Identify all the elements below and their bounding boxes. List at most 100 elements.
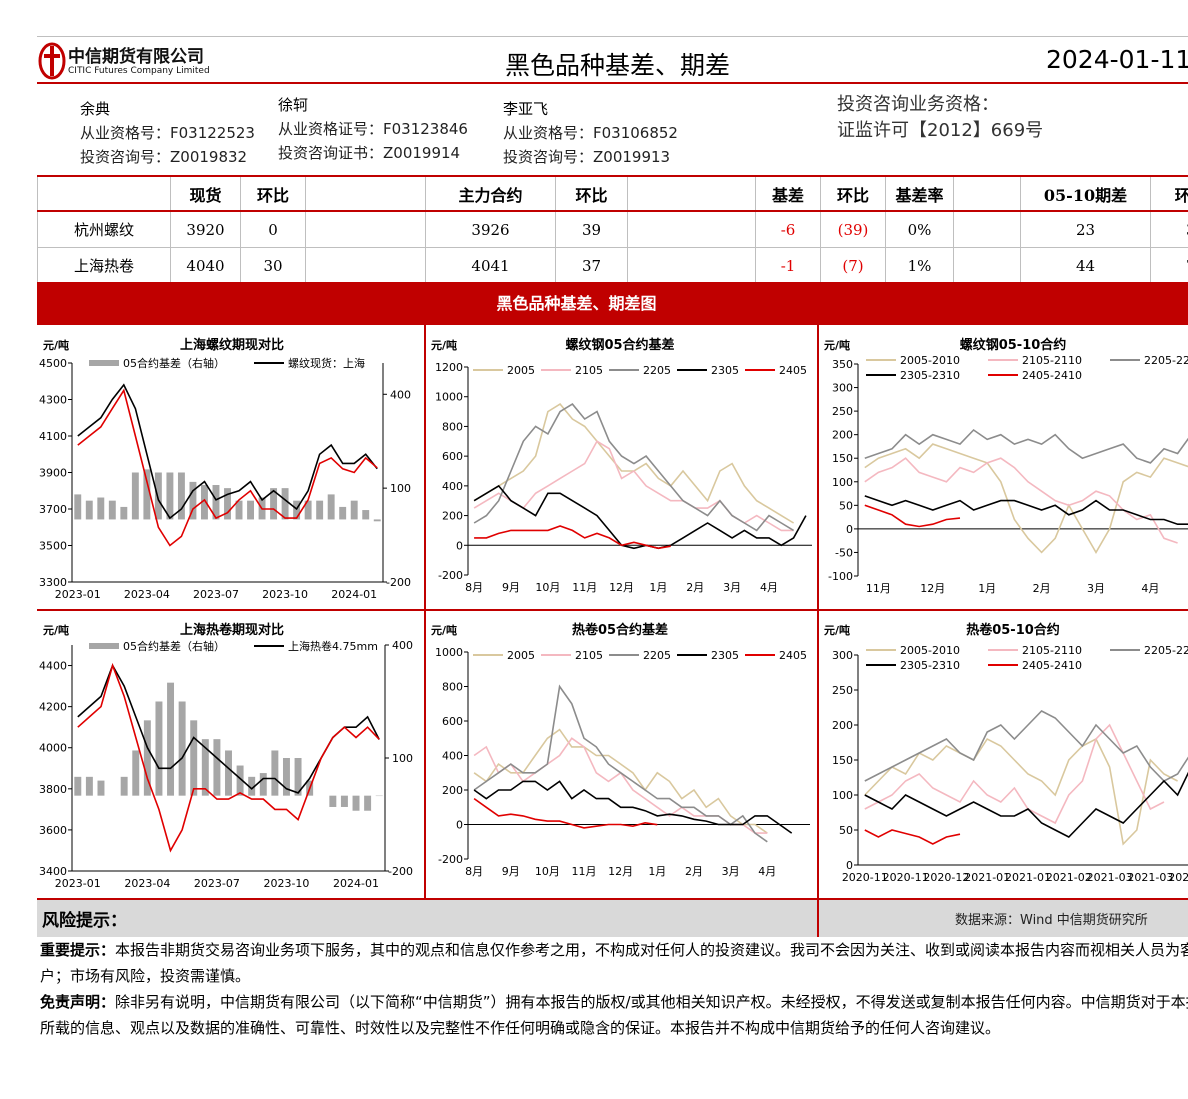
y-axis-label: 元/吨	[431, 338, 457, 352]
bar	[97, 497, 105, 520]
table-cell: 37	[555, 247, 628, 284]
y-tick-label: 3300	[39, 576, 67, 589]
cell	[627, 211, 756, 248]
bar	[247, 500, 254, 520]
header-cell: 现货	[170, 176, 241, 212]
header-cell: 基差	[755, 176, 821, 212]
bar	[155, 701, 163, 796]
author-line: 从业资格号：F03122523	[80, 124, 255, 142]
y-tick-label: 100	[832, 476, 853, 489]
bar	[327, 494, 335, 520]
legend-label: 2405-2410	[1022, 369, 1082, 382]
y-tick-label: 200	[832, 719, 853, 732]
bar	[270, 488, 278, 520]
bar	[225, 750, 232, 796]
y-tick-label: -200	[438, 569, 463, 582]
x-tick-label: 2023-04	[124, 588, 170, 601]
bar	[350, 500, 358, 520]
y2-tick-label: 100	[392, 752, 413, 765]
x-tick-label: 2023-01	[55, 588, 101, 601]
x-tick-label: 4月	[1141, 582, 1159, 595]
y-axis-label: 元/吨	[431, 623, 457, 637]
header-cell: 主力合约	[425, 176, 556, 212]
bar	[120, 776, 128, 796]
note-text: 本报告非期货交易咨询业务项下服务，其中的观点和信息仅作参考之用，不构成对任何人的…	[40, 941, 1188, 985]
legend-label: 2305	[711, 649, 739, 662]
bar	[120, 506, 128, 520]
y-tick-label: 200	[442, 510, 463, 523]
table-cell: 4041	[425, 247, 556, 284]
bar	[294, 758, 302, 796]
cell	[627, 247, 756, 284]
x-tick-label: 11月	[572, 581, 597, 594]
series-line	[864, 723, 1165, 825]
y-tick-label: 0	[456, 539, 463, 552]
legend-label: 上海热卷4.75mm	[288, 639, 378, 653]
header-rule	[37, 82, 1188, 84]
y-tick-label: 0	[456, 819, 463, 832]
x-tick-label: 2月	[685, 865, 703, 878]
x-tick-label: 10月	[535, 865, 560, 878]
bar	[97, 780, 105, 796]
bar	[108, 500, 116, 520]
series-line	[77, 388, 378, 547]
table-cell: 杭州螺纹	[37, 211, 171, 248]
x-tick-label: 9月	[502, 865, 520, 878]
cell	[305, 176, 426, 212]
legend-label: 2005	[507, 649, 535, 662]
legend-label: 2005-2010	[900, 354, 960, 367]
chart-panel: 螺纹钢05合约基差 元/吨 -200 0 200 400 600 800 1000 1200 8月 9…	[431, 337, 812, 594]
cell	[953, 176, 1021, 212]
y-tick-label: 3400	[39, 865, 67, 878]
author-line: 投资咨询证书：Z0019914	[278, 144, 461, 162]
bar	[282, 758, 290, 796]
x-tick-label: 2021-01	[1005, 871, 1051, 884]
chart-panel: 上海热卷期现对比 元/吨 3400 3600 3800 4000 4200 4400 -200 1…	[39, 622, 413, 890]
x-tick-label: 2023-07	[194, 877, 240, 890]
legend-swatch	[89, 360, 119, 366]
header-cell: 基差率	[885, 176, 954, 212]
y-tick-label: 250	[832, 684, 853, 697]
legend-label: 2105	[575, 649, 603, 662]
x-tick-label: 8月	[465, 865, 483, 878]
x-tick-label: 3月	[722, 865, 740, 878]
y-axis-label: 元/吨	[43, 623, 69, 637]
y-tick-label: 4000	[39, 742, 67, 755]
chart-title: 上海热卷期现对比	[180, 622, 284, 638]
table-cell: 0	[240, 211, 306, 248]
banner: 黑色品种基差、期差图	[37, 282, 1188, 325]
legend-label: 2205	[643, 364, 671, 377]
risk-bar	[37, 898, 1188, 937]
legend-label: 2005	[507, 364, 535, 377]
cell	[37, 176, 171, 212]
bar	[340, 795, 348, 807]
risk-title: 风险提示：	[42, 911, 127, 931]
x-tick-label: 3月	[723, 581, 741, 594]
series-line	[864, 710, 1188, 782]
header-cell: 环比	[820, 176, 886, 212]
y-tick-label: 1000	[435, 391, 463, 404]
bar	[143, 720, 151, 796]
x-tick-label: 2023-10	[263, 877, 309, 890]
bar	[212, 485, 220, 520]
author-name: 余典	[80, 100, 111, 118]
series-line	[864, 829, 961, 845]
bar	[248, 776, 256, 796]
series-line	[473, 403, 795, 532]
y-tick-label: 200	[442, 784, 463, 797]
x-tick-label: 11月	[866, 582, 891, 595]
table-cell: 4040	[170, 247, 241, 284]
x-tick-label: 2020-11	[883, 871, 929, 884]
chart-panel: 热卷05-10合约元/吨0501001502002503002020-11202…	[824, 622, 1188, 884]
y-axis-label: 元/吨	[824, 338, 850, 352]
series-line	[474, 525, 671, 550]
series-line	[473, 440, 794, 532]
x-tick-label: 4月	[758, 865, 776, 878]
y-tick-label: 600	[442, 450, 463, 463]
x-tick-label: 1月	[648, 865, 666, 878]
x-tick-label: 2021-03	[1087, 871, 1133, 884]
x-tick-label: 2月	[1033, 582, 1051, 595]
y-tick-label: 100	[832, 789, 853, 802]
author-line: 投资咨询号：Z0019832	[80, 148, 248, 166]
